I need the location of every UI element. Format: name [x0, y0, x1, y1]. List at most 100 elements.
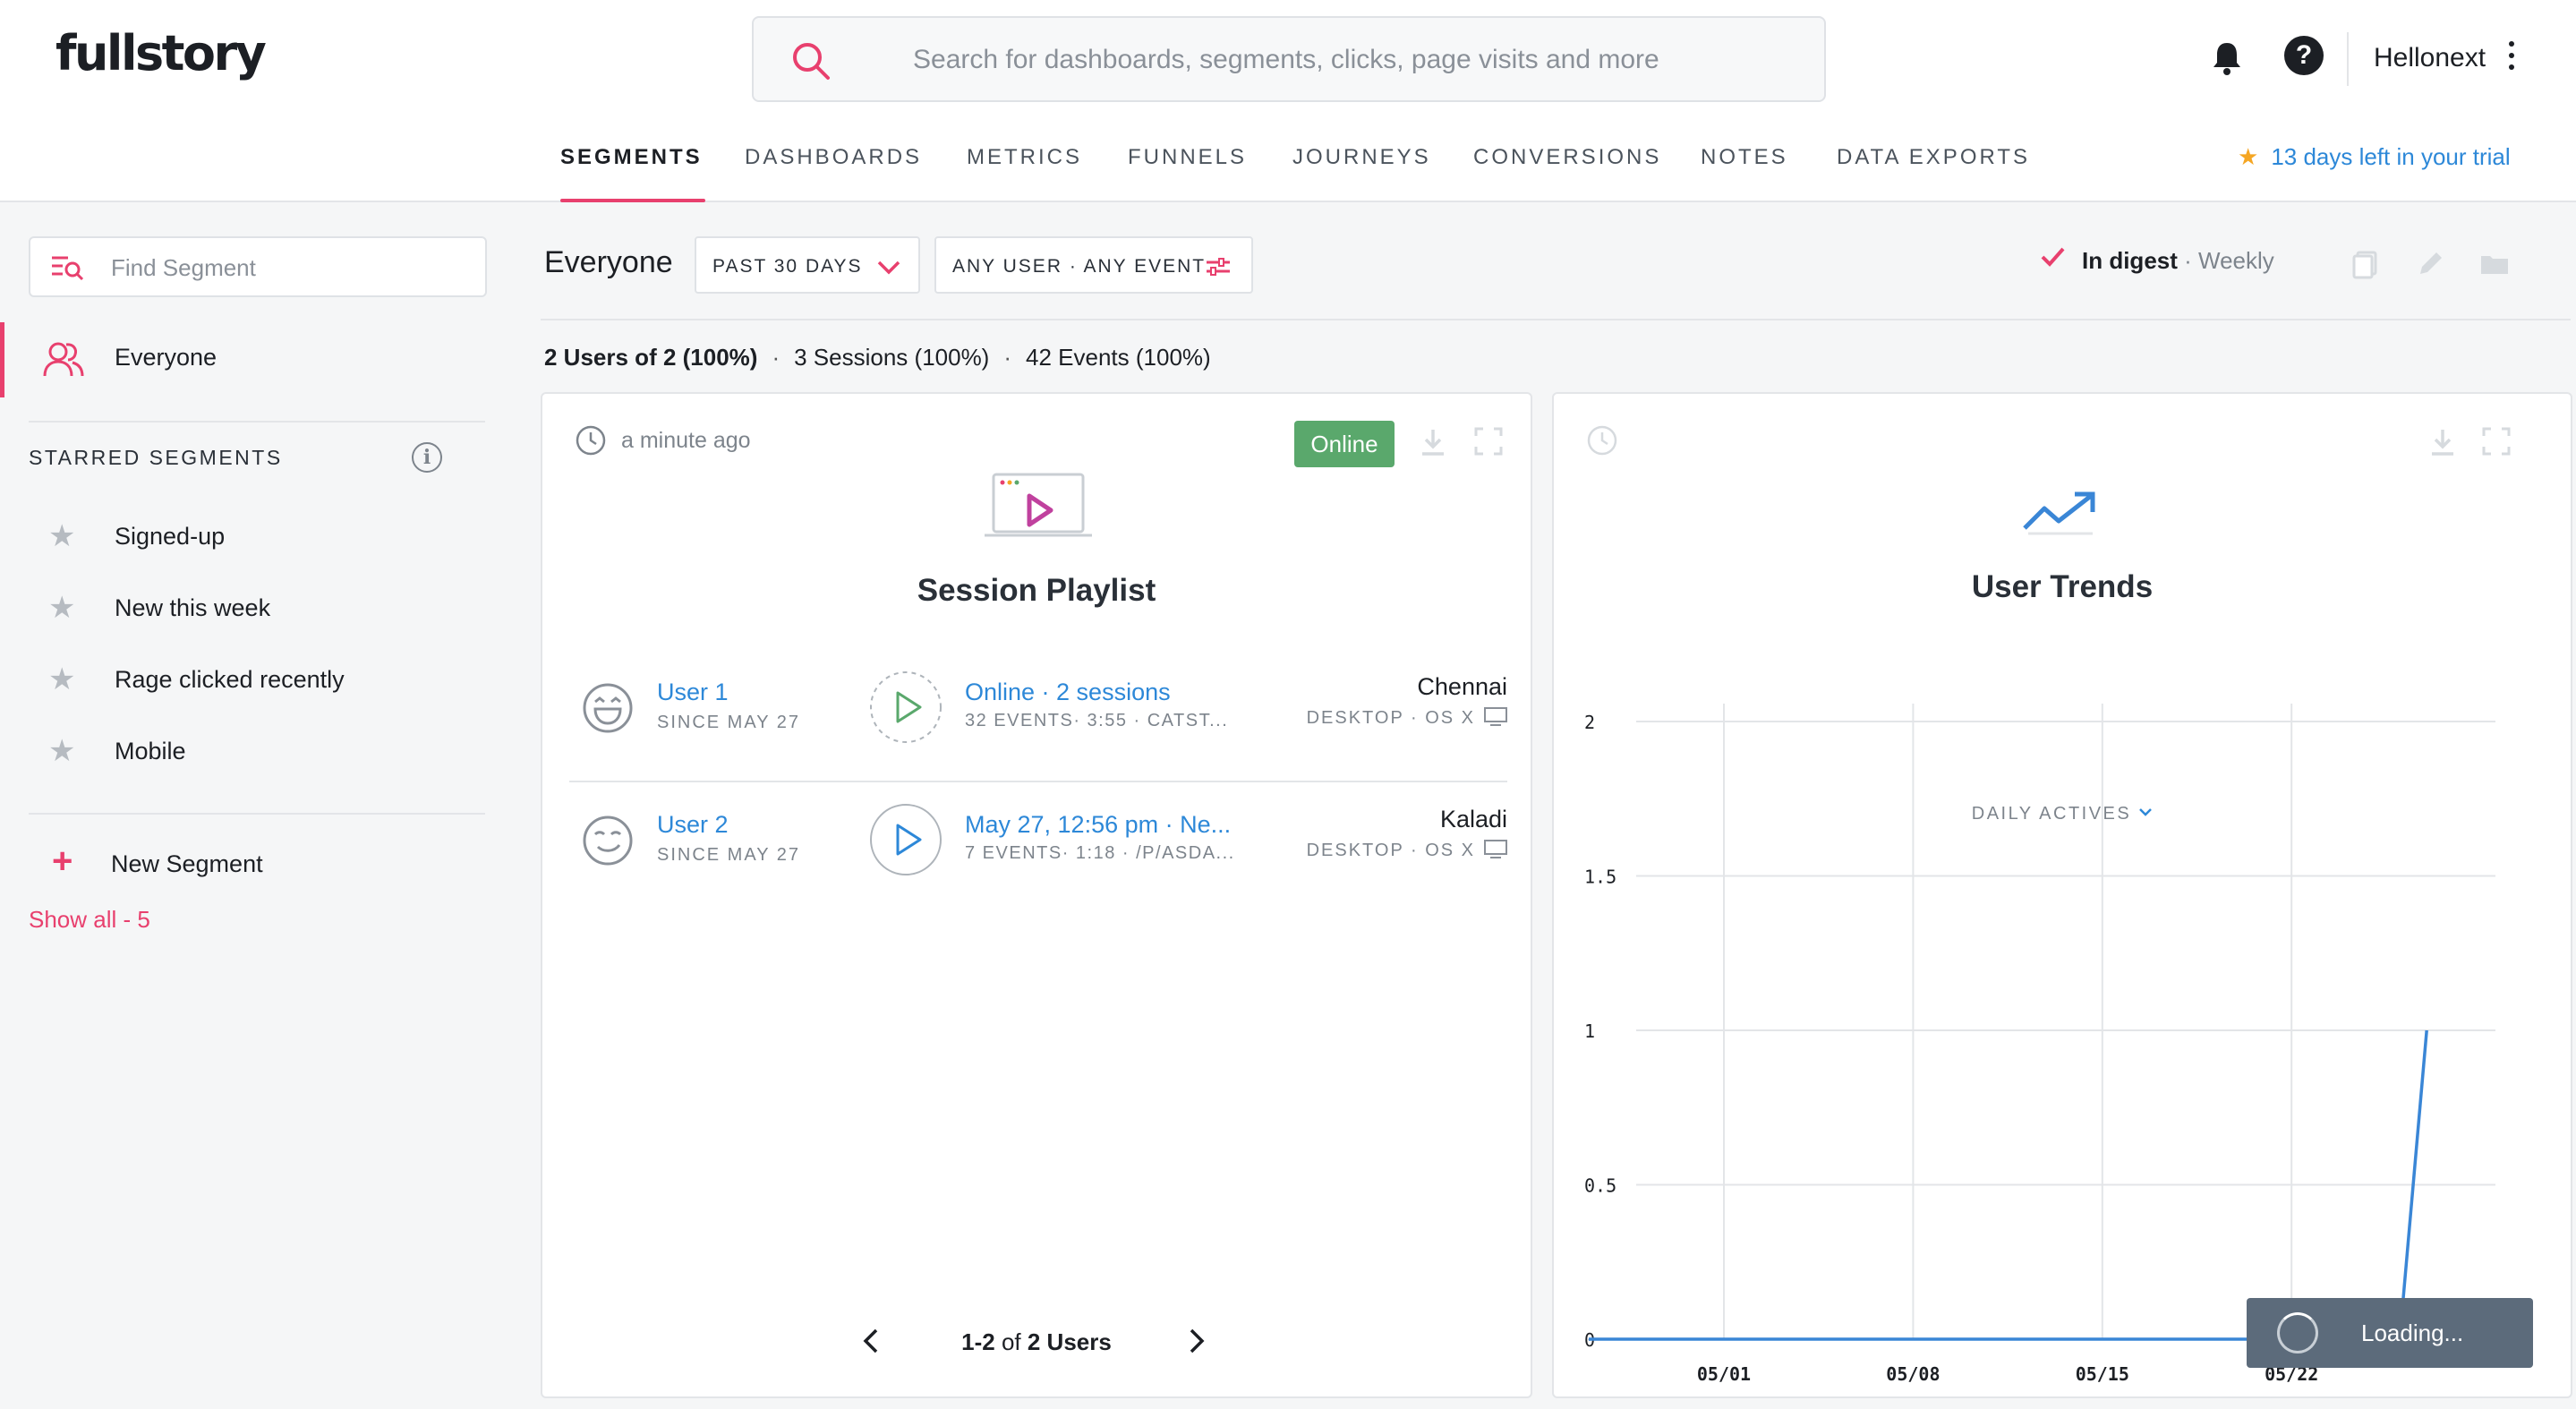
sidebar-item-label: Everyone — [115, 344, 218, 371]
y-tick-label: 1 — [1584, 1020, 1595, 1042]
more-menu-icon[interactable] — [2504, 41, 2519, 77]
metric-selector[interactable]: DAILY ACTIVES — [1554, 802, 2571, 824]
divider — [29, 813, 485, 815]
digest-status[interactable]: In digest · Weekly — [2041, 247, 2274, 275]
segment-label: New this week — [115, 594, 271, 621]
user-event-filter[interactable]: ANY USER · ANY EVENT — [934, 236, 1253, 294]
plus-icon: + — [52, 841, 73, 881]
star-icon[interactable]: ★ — [48, 662, 76, 696]
global-search[interactable] — [752, 16, 1826, 102]
tab-notes[interactable]: NOTES — [1701, 145, 1788, 169]
star-icon[interactable]: ★ — [48, 591, 76, 625]
main-content: Everyone PAST 30 DAYS ANY USER · ANY EVE… — [514, 202, 2576, 1409]
download-icon[interactable] — [1418, 426, 1448, 458]
events-count: 42 Events (100%) — [1026, 344, 1211, 371]
trial-link[interactable]: ★ 13 days left in your trial — [2238, 143, 2511, 171]
user-event-label: ANY USER · ANY EVENT — [952, 256, 1207, 277]
row-divider — [569, 781, 1507, 782]
user-since: SINCE MAY 27 — [657, 845, 800, 865]
checkmark-icon — [2041, 247, 2065, 267]
sliders-icon — [1207, 258, 1230, 276]
user-name-link[interactable]: User 1 — [657, 679, 729, 705]
tab-funnels[interactable]: FUNNELS — [1128, 145, 1248, 169]
segment-title: Everyone — [544, 245, 673, 279]
copy-icon[interactable] — [2350, 249, 2381, 279]
star-icon[interactable]: ★ — [48, 734, 76, 768]
star-icon: ★ — [2238, 143, 2259, 170]
online-badge: Online — [1294, 421, 1395, 467]
filter-search-icon — [52, 256, 84, 281]
desktop-icon — [1484, 707, 1507, 726]
session-playlist-title: Session Playlist — [917, 573, 1156, 608]
help-icon[interactable]: ? — [2284, 36, 2324, 75]
spinner-icon — [2277, 1312, 2318, 1353]
segment-stats: 2 Users of 2 (100%) · 3 Sessions (100%) · 42… — [544, 344, 1211, 371]
playlist-pager: 1-2 of 2 Users — [542, 1316, 1531, 1370]
video-player-illustration-icon — [985, 473, 1092, 537]
date-range-filter[interactable]: PAST 30 DAYS — [695, 236, 920, 294]
header-divider — [2347, 32, 2349, 86]
chevron-right-icon[interactable] — [1180, 1325, 1212, 1357]
folder-icon[interactable] — [2479, 249, 2510, 279]
find-segment-field[interactable] — [29, 236, 487, 297]
session-title-link[interactable]: May 27, 12:56 pm · Ne... — [965, 811, 1232, 838]
user-since: SINCE MAY 27 — [657, 713, 800, 732]
device-info: DESKTOP · OS X — [1307, 840, 1507, 861]
sessions-count: 3 Sessions (100%) — [794, 344, 990, 371]
x-tick-label: 05/15 — [2076, 1363, 2129, 1385]
x-tick-label: 05/01 — [1697, 1363, 1751, 1385]
user-name-link[interactable]: User 2 — [657, 811, 729, 838]
new-segment-button[interactable]: + New Segment — [0, 838, 514, 892]
tab-dashboards[interactable]: DASHBOARDS — [745, 145, 923, 169]
edit-pencil-icon[interactable] — [2415, 249, 2445, 279]
sidebar-item-everyone[interactable]: Everyone — [0, 322, 514, 397]
play-session-button[interactable] — [868, 670, 943, 745]
session-title-link[interactable]: Online · 2 sessions — [965, 679, 1171, 705]
starred-segment-item[interactable]: ★ Rage clicked recently — [0, 653, 514, 707]
account-name[interactable]: Hellonext — [2374, 43, 2486, 73]
tab-data-exports[interactable]: DATA EXPORTS — [1837, 145, 2031, 169]
active-indicator — [0, 322, 4, 397]
digest-label: In digest — [2082, 247, 2178, 274]
y-tick-label: 0.5 — [1584, 1175, 1616, 1197]
download-icon[interactable] — [2427, 426, 2458, 458]
show-all-link[interactable]: Show all - 5 — [29, 906, 150, 933]
user-row[interactable]: User 1 SINCE MAY 27 Online · 2 sessions … — [569, 652, 1507, 782]
chevron-left-icon[interactable] — [856, 1325, 888, 1357]
star-icon[interactable]: ★ — [48, 519, 76, 553]
last-updated: a minute ago — [621, 428, 751, 453]
tab-journeys[interactable]: JOURNEYS — [1292, 145, 1431, 169]
tab-segments[interactable]: SEGMENTS — [560, 145, 705, 202]
starred-segment-item[interactable]: ★ Signed-up — [0, 510, 514, 564]
session-playlist-card: a minute ago Online Session Playlist — [541, 392, 1532, 1398]
fullscreen-icon[interactable] — [2481, 426, 2512, 457]
pager-text: 1-2 of 2 Users — [961, 1328, 1112, 1355]
segment-label: Mobile — [115, 738, 186, 764]
tab-conversions[interactable]: CONVERSIONS — [1473, 145, 1662, 169]
loading-label: Loading... — [2361, 1319, 2464, 1346]
digest-frequency: · Weekly — [2184, 247, 2274, 274]
starred-segment-item[interactable]: ★ Mobile — [0, 725, 514, 779]
info-icon[interactable]: i — [412, 442, 442, 473]
search-input[interactable] — [913, 38, 1790, 82]
find-segment-input[interactable] — [111, 251, 469, 285]
trending-up-icon — [2023, 491, 2095, 535]
chevron-down-icon — [877, 260, 900, 275]
user-city: Kaladi — [1439, 806, 1507, 833]
top-header: fullstory ? Hellonext SEGMENTS DASHBOARD… — [0, 0, 2576, 202]
starred-segments-heading: STARRED SEGMENTS — [29, 446, 283, 469]
tab-metrics[interactable]: METRICS — [967, 145, 1082, 169]
user-row[interactable]: User 2 SINCE MAY 27 May 27, 12:56 pm · N… — [569, 784, 1507, 915]
users-count: 2 Users of 2 (100%) — [544, 344, 758, 371]
fullstory-logo[interactable]: fullstory — [55, 25, 267, 81]
y-tick-label: 2 — [1584, 712, 1595, 733]
notifications-bell-icon[interactable] — [2207, 38, 2247, 77]
smirking-face-icon — [583, 816, 633, 866]
date-range-label: PAST 30 DAYS — [712, 256, 863, 277]
loading-toast: Loading... — [2247, 1298, 2533, 1368]
play-session-button[interactable] — [868, 802, 943, 877]
segments-sidebar: Everyone STARRED SEGMENTS i ★ Signed-up … — [0, 202, 514, 1409]
fullscreen-icon[interactable] — [1473, 426, 1504, 457]
starred-segment-item[interactable]: ★ New this week — [0, 582, 514, 636]
